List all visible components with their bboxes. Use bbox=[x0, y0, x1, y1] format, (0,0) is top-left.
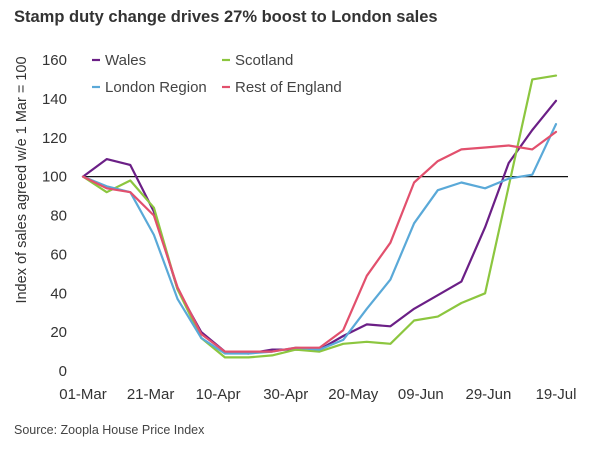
x-tick-label: 30-Apr bbox=[263, 386, 308, 403]
legend-label-rest-of-england: Rest of England bbox=[235, 79, 342, 96]
x-tick-label: 29-Jun bbox=[465, 386, 511, 403]
x-tick-label: 20-May bbox=[328, 386, 379, 403]
y-tick-label: 80 bbox=[50, 208, 67, 225]
series-line-scotland bbox=[81, 74, 558, 359]
y-tick-label: 0 bbox=[59, 363, 67, 380]
series-lines bbox=[81, 74, 558, 359]
y-tick-label: 100 bbox=[42, 169, 67, 186]
legend-label-london-region: London Region bbox=[105, 79, 207, 96]
legend-label-wales: Wales bbox=[105, 52, 146, 69]
series-line-wales bbox=[81, 99, 558, 355]
y-tick-labels: 0 20 40 60 80 100 120 140 160 bbox=[42, 52, 67, 380]
y-tick-label: 20 bbox=[50, 324, 67, 341]
y-tick-label: 140 bbox=[42, 91, 67, 108]
x-tick-label: 01-Mar bbox=[59, 386, 107, 403]
x-tick-labels: 01-Mar 21-Mar 10-Apr 30-Apr 20-May 09-Jun 29-J… bbox=[59, 386, 576, 403]
y-tick-label: 120 bbox=[42, 130, 67, 147]
x-tick-label: 21-Mar bbox=[127, 386, 175, 403]
x-tick-label: 09-Jun bbox=[398, 386, 444, 403]
x-tick-label: 19-Jul bbox=[536, 386, 577, 403]
y-axis-label-group: Index of sales agreed w/e 1 Mar = 100 bbox=[14, 56, 30, 303]
y-axis-label: Index of sales agreed w/e 1 Mar = 100 bbox=[14, 56, 30, 303]
y-tick-label: 40 bbox=[50, 285, 67, 302]
source-note: Source: Zoopla House Price Index bbox=[14, 423, 205, 437]
series-line-rest-of-england bbox=[81, 130, 558, 353]
chart-title: Stamp duty change drives 27% boost to Lo… bbox=[14, 8, 438, 26]
legend: Wales Scotland London Region Rest of Englan… bbox=[92, 52, 342, 96]
y-tick-label: 160 bbox=[42, 52, 67, 69]
y-tick-label: 60 bbox=[50, 246, 67, 263]
series-line-london-region bbox=[81, 122, 558, 355]
legend-label-scotland: Scotland bbox=[235, 52, 293, 69]
x-tick-label: 10-Apr bbox=[196, 386, 241, 403]
